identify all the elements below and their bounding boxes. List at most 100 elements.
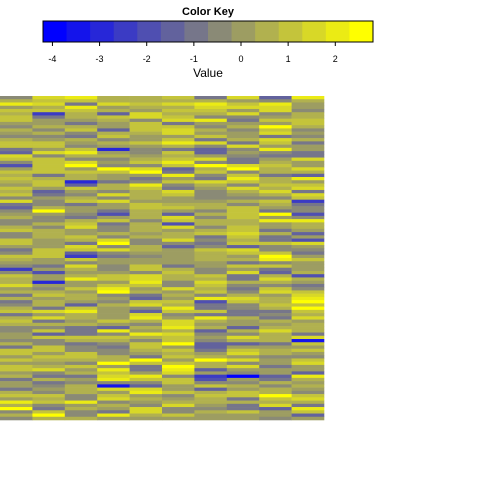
heatmap-cell — [259, 99, 292, 103]
heatmap-cell — [0, 118, 33, 123]
color-key: Color Key -4 -3 -2 -1 0 1 2 Value — [42, 6, 374, 80]
heatmap-cell — [162, 254, 195, 259]
heatmap-cell — [0, 300, 33, 304]
heatmap-cell — [0, 332, 33, 337]
heatmap-cell — [32, 348, 66, 353]
heatmap-cell — [291, 261, 325, 265]
heatmap-cell — [64, 222, 98, 226]
heatmap-cell — [291, 215, 325, 220]
heatmap-cell — [97, 270, 130, 275]
heatmap-cell — [162, 287, 195, 291]
heatmap-cell — [32, 397, 66, 401]
heatmap-cell — [226, 102, 260, 107]
color-key-frame — [42, 20, 374, 43]
heatmap-cell — [291, 232, 325, 236]
heatmap-cell — [64, 235, 98, 239]
heatmap-cell — [162, 128, 195, 132]
heatmap-cell — [226, 228, 260, 233]
heatmap-cell — [259, 118, 292, 123]
heatmap-cell — [0, 102, 33, 107]
heatmap-cell — [194, 300, 228, 304]
heatmap-cell — [32, 400, 66, 405]
heatmap-cell — [0, 270, 33, 275]
heatmap-cell — [64, 209, 98, 213]
heatmap-cell — [259, 358, 292, 362]
heatmap-cell — [0, 361, 33, 366]
heatmap-cell — [194, 374, 228, 379]
heatmap-cell — [226, 138, 260, 142]
heatmap-cell — [129, 138, 163, 142]
heatmap-cell — [291, 413, 325, 418]
heatmap-cell — [259, 293, 292, 298]
heatmap-cell — [0, 387, 33, 392]
heatmap-cell — [194, 248, 228, 252]
heatmap-cell — [291, 283, 325, 288]
heatmap-cell — [291, 280, 325, 285]
heatmap-cell — [32, 131, 66, 136]
heatmap-cell — [162, 290, 195, 294]
heatmap-cell — [64, 215, 98, 220]
heatmap-cell — [0, 377, 33, 382]
heatmap-cell — [32, 267, 66, 272]
heatmap-cell — [259, 105, 292, 110]
heatmap-cell — [162, 112, 195, 116]
heatmap-cell — [226, 351, 260, 356]
heatmap-cell — [162, 209, 195, 213]
heatmap-cell — [194, 368, 228, 372]
heatmap-cell — [291, 212, 325, 217]
heatmap-cell — [64, 138, 98, 142]
heatmap-cell — [32, 102, 66, 107]
heatmap-cell — [64, 267, 98, 272]
heatmap-cell — [259, 397, 292, 401]
heatmap-cell — [226, 339, 260, 343]
heatmap-cell — [162, 186, 195, 191]
heatmap-cell — [64, 280, 98, 285]
heatmap-cell — [194, 164, 228, 168]
heatmap-cell — [226, 144, 260, 149]
heatmap-cell — [0, 160, 33, 165]
heatmap-cell — [0, 144, 33, 149]
heatmap-cell — [194, 407, 228, 411]
heatmap-cell — [291, 235, 325, 239]
heatmap-cell — [259, 280, 292, 285]
heatmap-cell — [194, 121, 228, 126]
heatmap-cell — [226, 164, 260, 168]
heatmap-cell — [0, 329, 33, 333]
heatmap-cell — [259, 245, 292, 249]
heatmap-cell — [64, 261, 98, 265]
heatmap-cell — [64, 364, 98, 369]
heatmap-cell — [226, 241, 260, 246]
heatmap-cell — [32, 147, 66, 152]
heatmap-cell — [129, 245, 163, 249]
heatmap-cell — [162, 407, 195, 411]
heatmap-cell — [259, 329, 292, 333]
heatmap-cell — [162, 219, 195, 223]
heatmap-cell — [162, 102, 195, 107]
heatmap-cell — [194, 251, 228, 256]
heatmap-cell — [291, 313, 325, 317]
heatmap-cell — [129, 222, 163, 226]
heatmap-cell — [226, 189, 260, 194]
heatmap-cell — [64, 277, 98, 281]
heatmap-cell — [129, 235, 163, 239]
heatmap-cell — [0, 339, 33, 343]
heatmap-cell — [291, 270, 325, 275]
heatmap-cell — [97, 164, 130, 168]
heatmap-cell — [162, 108, 195, 113]
heatmap-cell — [0, 381, 33, 385]
heatmap-cell — [291, 364, 325, 369]
heatmap-cell — [129, 180, 163, 184]
heatmap-cell — [259, 283, 292, 288]
heatmap-cell — [259, 319, 292, 324]
heatmap-cell — [259, 160, 292, 165]
heatmap-cell — [162, 303, 195, 307]
heatmap-cell — [226, 303, 260, 307]
heatmap-cell — [194, 189, 228, 194]
heatmap-cell — [64, 339, 98, 343]
heatmap-cell — [32, 413, 66, 418]
heatmap-cell — [194, 209, 228, 213]
heatmap-cell — [64, 361, 98, 366]
heatmap-cell — [194, 206, 228, 210]
heatmap-cell — [129, 186, 163, 191]
color-key-bin — [255, 21, 280, 42]
